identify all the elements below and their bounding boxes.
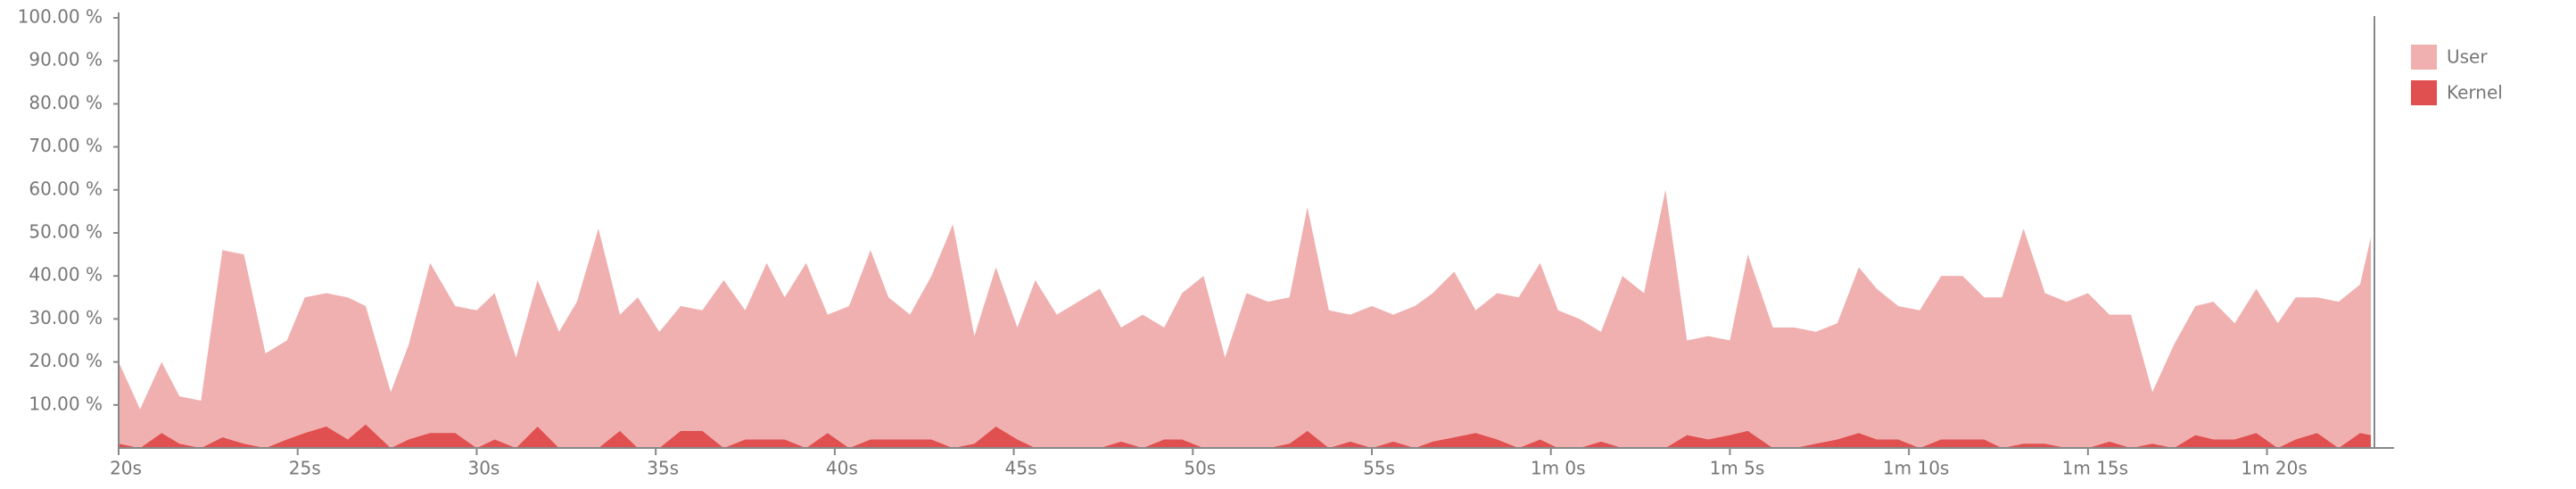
area bbox=[119, 189, 2371, 449]
x-tick-label: 50s bbox=[1184, 458, 1216, 479]
x-tick-label: 55s bbox=[1363, 458, 1395, 479]
x-tick-label: 1m 0s bbox=[1531, 458, 1586, 479]
x-tick-label: 20s bbox=[110, 458, 142, 479]
x-tick-label: 30s bbox=[467, 458, 500, 479]
y-tick-label: 10.00 % bbox=[29, 393, 103, 414]
y-tick-label: 40.00 % bbox=[29, 264, 103, 286]
x-tick-label: 1m 10s bbox=[1883, 458, 1949, 479]
legend-swatch bbox=[2411, 80, 2437, 105]
legend-label: User bbox=[2447, 46, 2488, 68]
x-tick-label: 25s bbox=[289, 458, 321, 479]
y-tick-label: 100.00 % bbox=[18, 6, 103, 28]
y-tick-label: 50.00 % bbox=[29, 221, 103, 243]
x-tick-label: 1m 20s bbox=[2241, 458, 2307, 479]
legend-label: Kernel bbox=[2447, 82, 2503, 104]
x-tick-label: 35s bbox=[647, 458, 679, 479]
area bbox=[119, 424, 2371, 448]
y-tick-label: 30.00 % bbox=[29, 307, 103, 328]
y-tick-label: 20.00 % bbox=[29, 350, 103, 371]
y-tick-label: 70.00 % bbox=[29, 135, 103, 156]
x-tick-label: 1m 15s bbox=[2062, 458, 2128, 479]
y-tick-label: 60.00 % bbox=[29, 178, 103, 199]
y-tick-label: 90.00 % bbox=[29, 49, 103, 70]
x-tick-label: 45s bbox=[1005, 458, 1037, 479]
x-tick-label: 1m 5s bbox=[1710, 458, 1765, 479]
legend-swatch bbox=[2411, 45, 2437, 70]
x-tick-label: 40s bbox=[826, 458, 858, 479]
y-tick-label: 80.00 % bbox=[29, 92, 103, 113]
